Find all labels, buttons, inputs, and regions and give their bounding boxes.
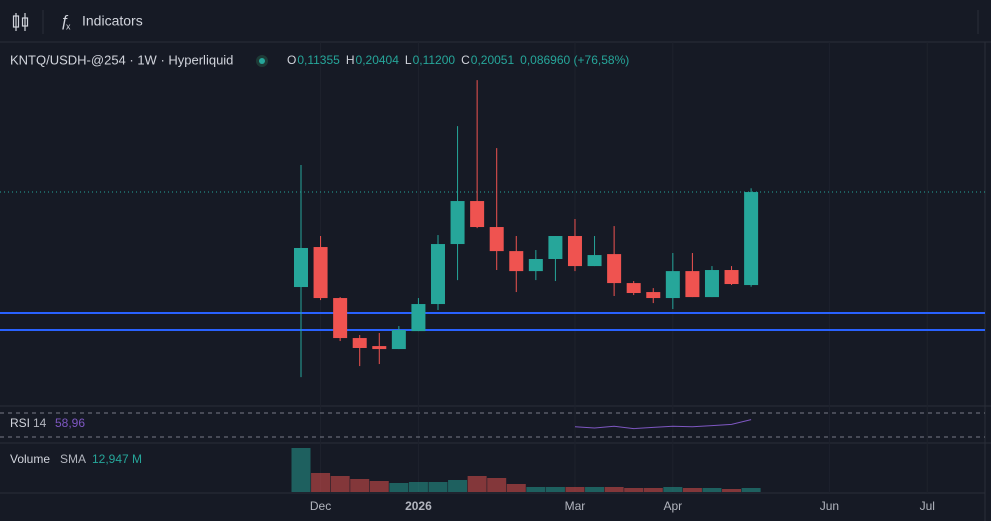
- rsi-length: 14: [33, 416, 47, 430]
- indicators-button[interactable]: Indicators: [82, 13, 143, 29]
- candle-body: [391, 330, 406, 350]
- volume-bar: [291, 448, 311, 492]
- ohlc-value: 0,20404: [356, 53, 400, 67]
- fx-icon-x: x: [66, 21, 71, 31]
- volume-bar: [408, 482, 428, 492]
- ohlc-value: 0,20051: [471, 53, 515, 67]
- candle-body: [665, 271, 680, 299]
- toolbar: ƒ x Indicators: [0, 10, 991, 43]
- volume-bar: [643, 488, 663, 492]
- candle-body: [567, 236, 582, 267]
- volume-sma-value: 12,947 M: [92, 452, 142, 466]
- volume-bar: [526, 487, 546, 492]
- rsi-value: 58,96: [55, 416, 85, 430]
- volume-bar: [682, 488, 702, 492]
- volume-bar: [565, 487, 585, 492]
- candle-body: [372, 346, 387, 350]
- volume-bar: [722, 489, 742, 492]
- candle-body: [548, 236, 563, 260]
- candle-body: [704, 270, 719, 298]
- volume-bar: [369, 481, 389, 492]
- volume-bar: [487, 478, 507, 492]
- ohlc-key: L: [405, 53, 412, 67]
- volume-bar: [604, 487, 624, 492]
- x-tick-label: Mar: [565, 499, 586, 513]
- candle-body: [646, 292, 661, 299]
- x-tick-label: Jul: [920, 499, 935, 513]
- ohlc-value: 0,11200: [413, 53, 456, 67]
- x-tick-label: 2026: [405, 499, 432, 513]
- candle-body: [294, 247, 308, 288]
- volume-bar: [330, 476, 350, 492]
- volume-bar: [311, 473, 331, 492]
- volume-bar: [428, 482, 448, 492]
- volume-bar: [741, 488, 761, 492]
- ohlc-value: 0,11355: [297, 53, 340, 67]
- volume-bar: [506, 484, 526, 492]
- candle-body: [489, 227, 504, 252]
- volume-bar: [585, 487, 605, 492]
- ohlc-key: H: [346, 53, 355, 67]
- candle-body: [470, 201, 485, 228]
- candles-icon[interactable]: [12, 13, 29, 31]
- volume-bar: [448, 480, 468, 492]
- candle-body: [411, 304, 426, 332]
- ohlc-key: O: [287, 53, 296, 67]
- change-value: 0,086960 (+76,58%): [520, 53, 629, 67]
- x-tick-label: Apr: [663, 499, 682, 513]
- legend: KNTQ/USDH-@254 · 1W · Hyperliquid O 0,113…: [10, 52, 629, 67]
- volume-bar: [467, 476, 487, 492]
- candle-body: [333, 298, 348, 339]
- ohlc-key: C: [461, 53, 470, 67]
- volume-sma-name: SMA: [60, 452, 86, 466]
- candle-body: [430, 244, 445, 305]
- candle-body: [724, 270, 739, 285]
- volume-bar: [702, 488, 722, 492]
- rsi-name: RSI: [10, 416, 30, 430]
- candle-body: [607, 254, 622, 284]
- volume-name: Volume: [10, 452, 50, 466]
- volume-bar: [624, 488, 644, 492]
- candle-body: [528, 259, 543, 272]
- volume-bar: [663, 487, 683, 492]
- x-tick-label: Dec: [310, 499, 331, 513]
- candle-body: [352, 338, 367, 348]
- candle-body: [744, 192, 759, 286]
- fx-icon[interactable]: ƒ: [60, 13, 69, 30]
- status-dot: [259, 58, 265, 64]
- candle-body: [450, 201, 465, 245]
- x-tick-label: Jun: [820, 499, 839, 513]
- candle-body: [313, 247, 328, 299]
- volume-bar: [350, 479, 370, 492]
- candle-body: [626, 283, 641, 294]
- volume-bar: [389, 483, 409, 492]
- volume-bar: [545, 487, 565, 492]
- symbol: KNTQ/USDH-@254 · 1W · Hyperliquid: [10, 52, 233, 67]
- candle-body: [509, 251, 524, 272]
- candle-body: [587, 255, 602, 267]
- candle-body: [685, 271, 700, 298]
- rsi-line: [574, 419, 752, 430]
- plot: Dec 2026 Mar Apr Jun Jul RSI 14 58,96 Volume SMA 12…: [0, 42, 991, 521]
